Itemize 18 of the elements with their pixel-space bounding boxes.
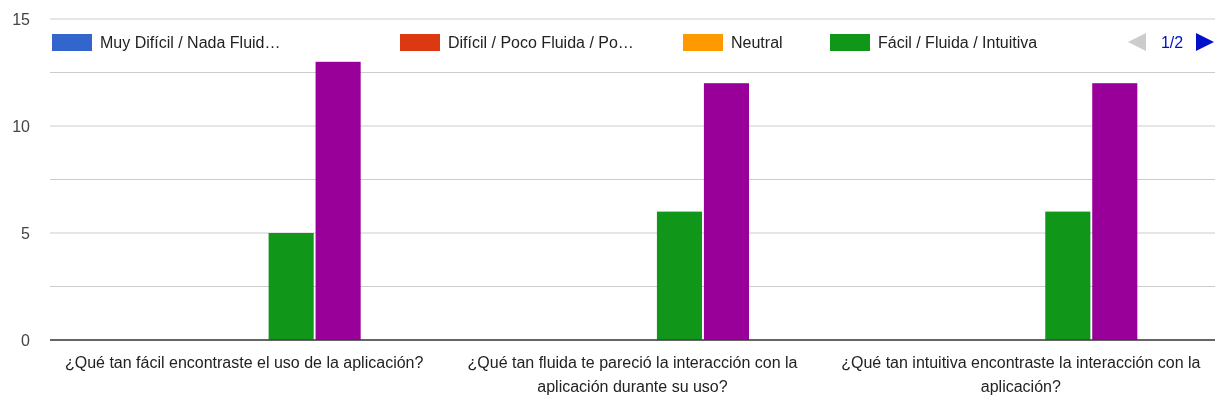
- legend-label: Fácil / Fluida / Intuitiva: [878, 33, 1038, 51]
- y-tick-label: 10: [12, 117, 31, 135]
- y-tick-label: 5: [21, 224, 31, 242]
- x-tick-label: ¿Qué tan intuitiva encontraste la interacción con la aplicación?: [841, 354, 1201, 395]
- y-tick-label: 15: [12, 10, 31, 28]
- bar: [656, 211, 703, 340]
- bar: [1092, 83, 1138, 340]
- x-tick-label: ¿Qué tan fluida te pareció la interacción con la aplicación durante su uso?: [467, 354, 798, 395]
- bar: [315, 61, 361, 340]
- y-tick-label: 0: [21, 331, 31, 349]
- x-tick-label: ¿Qué tan fácil encontraste el uso de la aplicación?: [64, 354, 424, 371]
- annotation: 1/2: [1160, 33, 1184, 51]
- bar: [703, 83, 749, 340]
- legend-label: Difícil / Poco Fluida / Po…: [448, 33, 634, 51]
- legend-label: Muy Difícil / Nada Fluid…: [100, 33, 281, 51]
- legend-label: Neutral: [731, 33, 783, 51]
- bar: [268, 233, 314, 340]
- bar: [1045, 211, 1091, 340]
